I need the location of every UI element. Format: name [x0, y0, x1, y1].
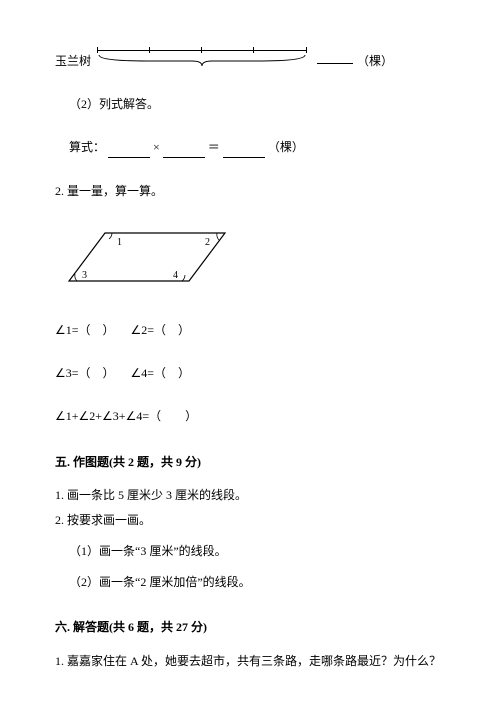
angle-sum: ∠1+∠2+∠3+∠4=（ ） — [55, 409, 197, 423]
yulan-label: 玉兰树 — [55, 50, 91, 71]
eq-blank-1 — [108, 144, 150, 158]
parallelogram-figure: 1 2 3 4 — [65, 225, 445, 301]
eq-blank-3 — [223, 144, 265, 158]
section5-title: 五. 作图题(共 2 题，共 9 分) — [55, 453, 445, 472]
s5-q2-2: （2）画一条“2 厘米加倍”的线段。 — [55, 573, 445, 592]
angle-label-1: 1 — [117, 237, 122, 248]
eq-unit: （棵） — [268, 140, 304, 154]
s6-q1: 1. 嘉嘉家住在 A 处，她要去超市，共有三条路，走哪条路最近？为什么？ — [55, 652, 445, 671]
q1-2-label: （2）列式解答。 — [55, 97, 159, 111]
brace-diagram — [97, 50, 307, 67]
s5-q1: 1. 画一条比 5 厘米少 3 厘米的线段。 — [55, 486, 445, 505]
yulan-unit: （棵） — [357, 50, 393, 71]
eq-blank-2 — [163, 144, 205, 158]
eq-prefix: 算式： — [55, 140, 105, 154]
angle-label-2: 2 — [205, 237, 210, 248]
angle2: ∠2=（ ） — [131, 323, 191, 337]
angle3: ∠3=（ ） — [55, 366, 115, 380]
equals-sign: ＝ — [208, 140, 220, 154]
angle1: ∠1=（ ） — [55, 323, 115, 337]
s5-q2-1: （1）画一条“3 厘米”的线段。 — [55, 542, 445, 561]
section6-title: 六. 解答题(共 6 题，共 27 分) — [55, 618, 445, 637]
multiply-sign: × — [153, 140, 160, 154]
blank-count — [317, 50, 353, 64]
brace-icon — [97, 53, 307, 67]
q2-title: 2. 量一量，算一算。 — [55, 184, 163, 198]
angle-label-3: 3 — [82, 270, 87, 281]
angle-label-4: 4 — [173, 270, 178, 281]
s5-q2: 2. 按要求画一画。 — [55, 511, 445, 530]
angle4: ∠4=（ ） — [131, 366, 191, 380]
